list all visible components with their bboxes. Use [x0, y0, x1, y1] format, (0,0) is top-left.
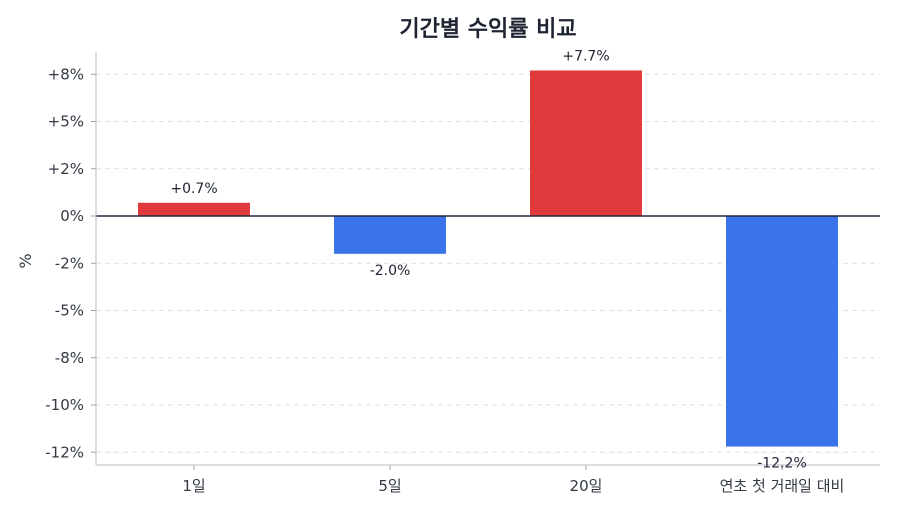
gridlines — [96, 73, 880, 453]
y-tick-label: -5% — [55, 302, 84, 320]
y-tick-label: -10% — [45, 396, 84, 414]
bar — [726, 216, 838, 447]
x-tick-label: 5일 — [378, 477, 401, 495]
y-tick-label: -2% — [55, 254, 84, 272]
axes — [91, 52, 880, 470]
bar-value-label: -2.0% — [370, 263, 411, 279]
bar — [334, 216, 446, 254]
y-tick-label: +5% — [48, 113, 84, 131]
bar-value-label: +0.7% — [170, 181, 217, 197]
y-axis-label: % — [16, 253, 35, 268]
x-tick-label: 20일 — [570, 477, 603, 495]
bar — [530, 70, 642, 216]
x-tick-label: 연초 첫 거래일 대비 — [720, 477, 845, 495]
bar — [138, 202, 250, 216]
y-tick-label: -12% — [45, 443, 84, 461]
bar-value-label: +7.7% — [562, 48, 609, 64]
y-tick-label: 0% — [60, 207, 84, 225]
y-tick-label: -8% — [55, 349, 84, 367]
bars — [138, 70, 838, 447]
x-tick-label: 1일 — [182, 477, 205, 495]
y-tick-label: +2% — [48, 160, 84, 178]
labels: +8% +5% +2% 0% -2% -5% -8% -10% -12% +0.7% 1일 -2.0%… — [45, 48, 844, 495]
chart-title: 기간별 수익률 비교 — [399, 17, 576, 42]
y-tick-label: +8% — [48, 65, 84, 83]
bar-value-label: -12.2% — [757, 456, 807, 472]
